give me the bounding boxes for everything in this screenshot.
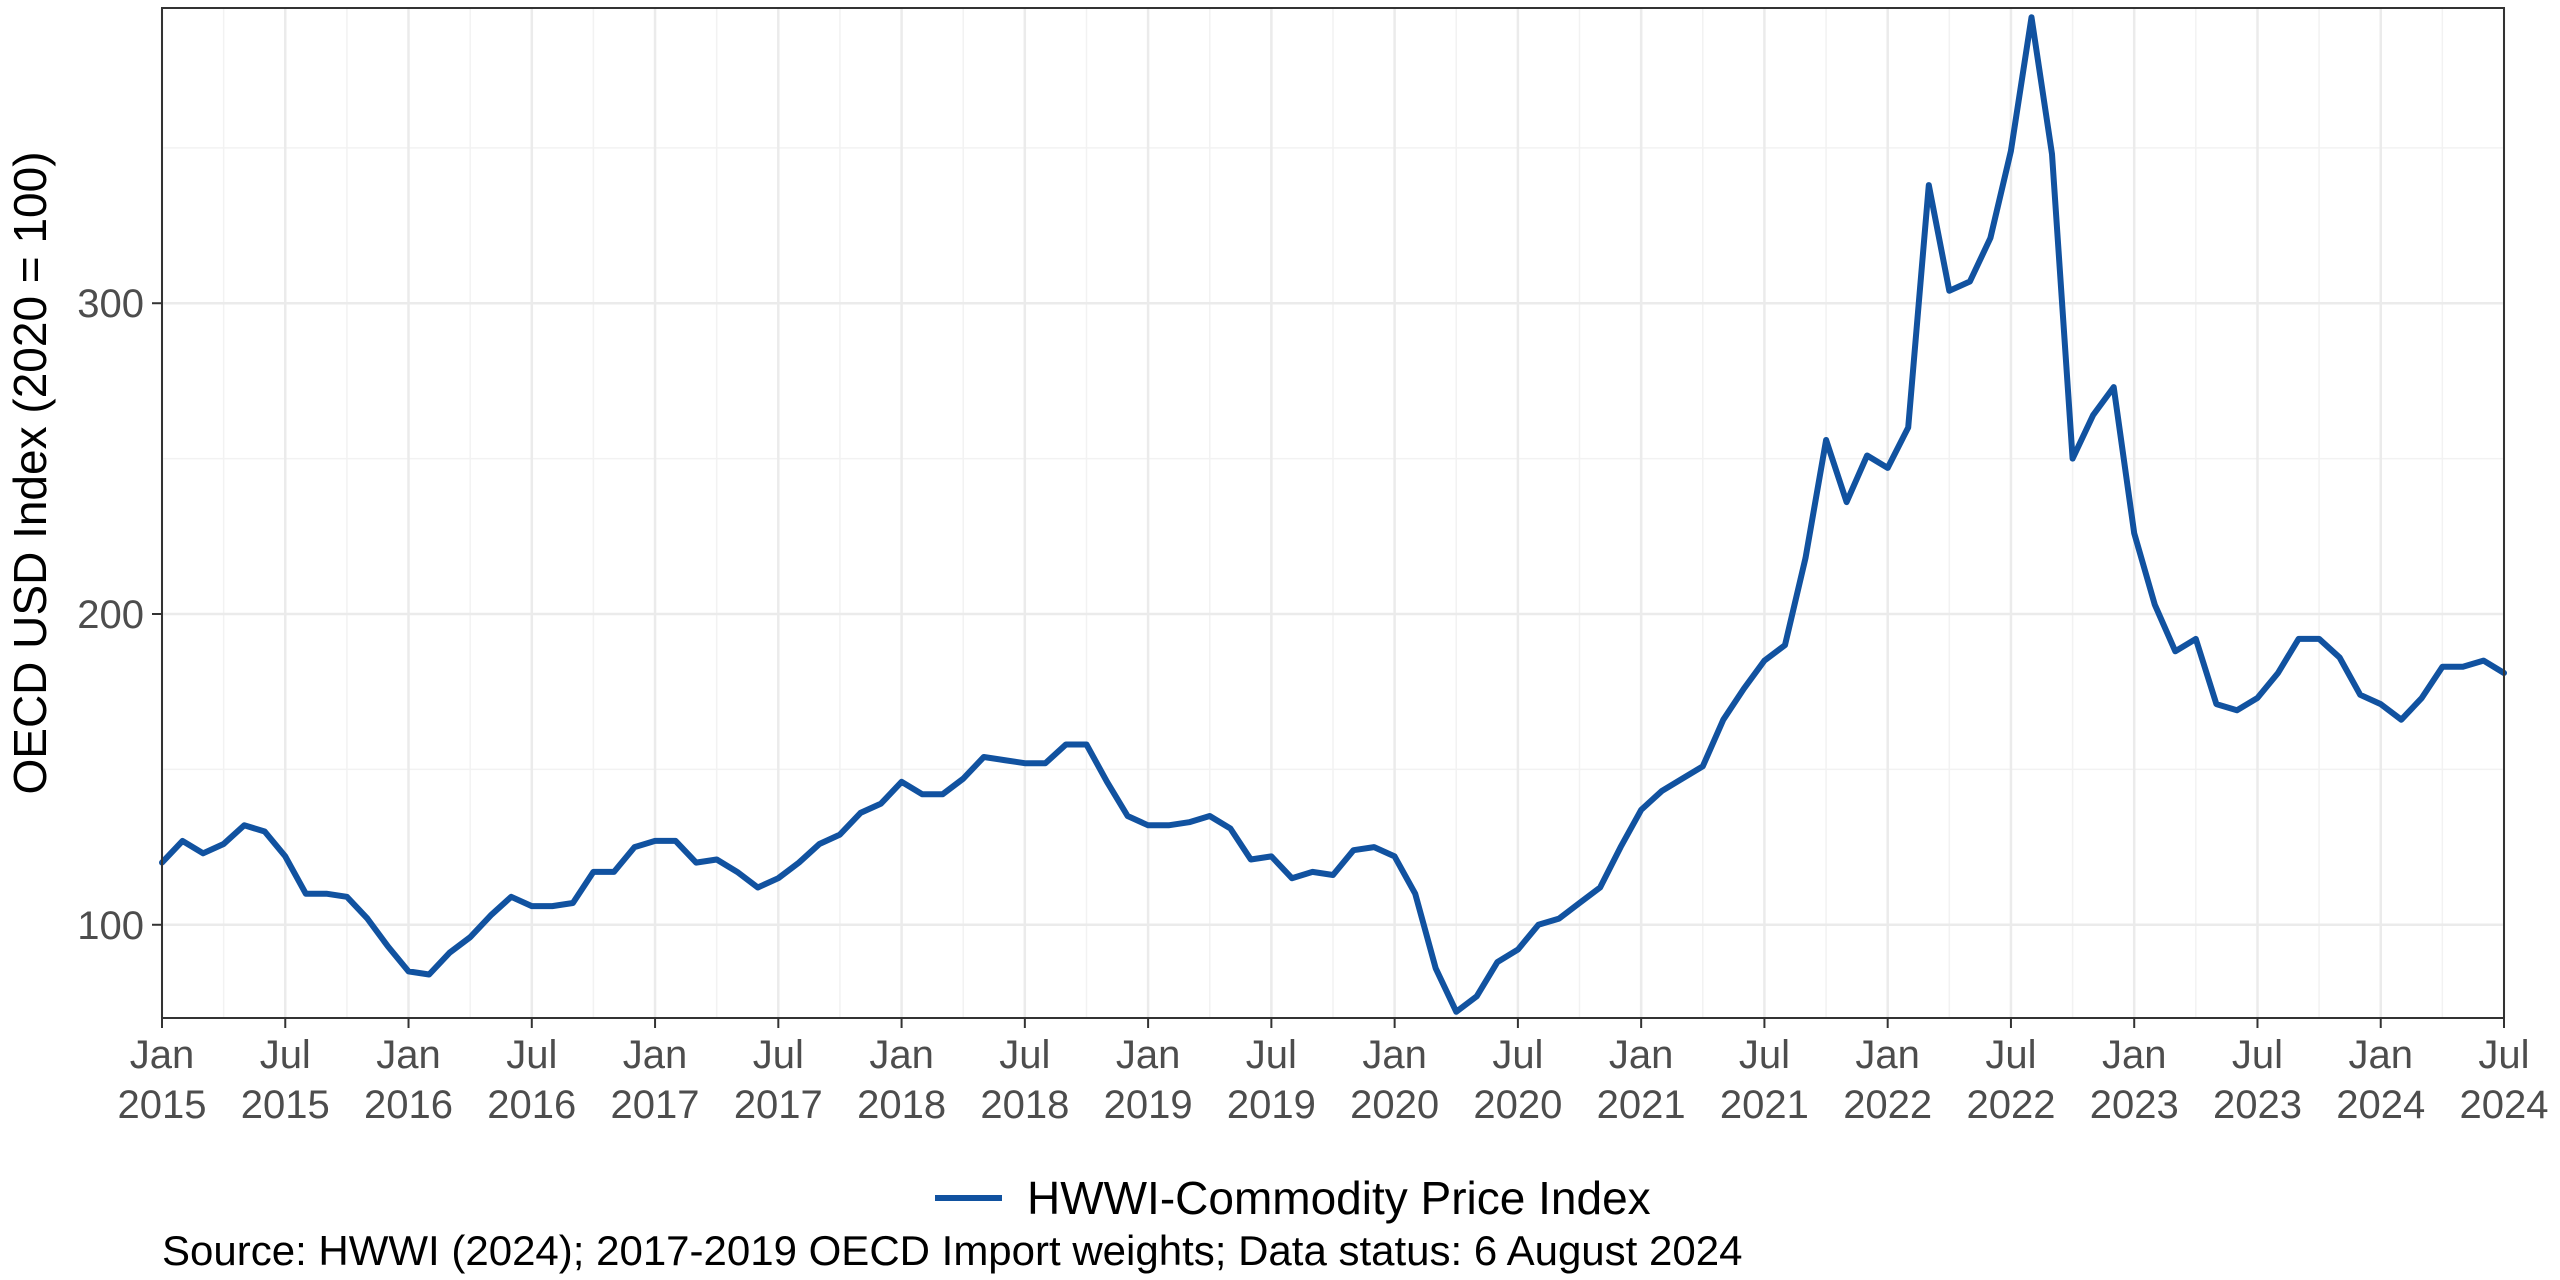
x-tick-label-month: Jul (753, 1033, 804, 1077)
legend-label: HWWI-Commodity Price Index (1027, 1172, 1651, 1224)
y-tick-label: 300 (77, 282, 144, 326)
x-tick-label-year: 2024 (2460, 1083, 2549, 1127)
x-tick-label-month: Jan (376, 1033, 441, 1077)
x-tick-label-month: Jul (1739, 1033, 1790, 1077)
x-tick-label-month: Jan (623, 1033, 688, 1077)
x-tick-label-year: 2017 (611, 1083, 700, 1127)
x-tick-label-month: Jul (1985, 1033, 2036, 1077)
x-tick-label-year: 2022 (1843, 1083, 1932, 1127)
x-tick-label-month: Jan (2102, 1033, 2167, 1077)
x-tick-label-year: 2015 (241, 1083, 330, 1127)
x-tick-label-year: 2019 (1104, 1083, 1193, 1127)
x-tick-label-month: Jul (2478, 1033, 2529, 1077)
x-tick-label-month: Jan (1116, 1033, 1181, 1077)
y-axis: 100 200 300 (77, 282, 162, 948)
y-axis-title: OECD USD Index (2020 = 100) (4, 151, 56, 794)
x-tick-label-month: Jan (869, 1033, 934, 1077)
x-tick-label-month: Jul (999, 1033, 1050, 1077)
legend: HWWI-Commodity Price Index (935, 1172, 1651, 1224)
x-tick-label-year: 2017 (734, 1083, 823, 1127)
x-tick-label-month: Jan (130, 1033, 195, 1077)
gridlines (160, 8, 2506, 1018)
x-tick-label-month: Jan (1855, 1033, 1920, 1077)
x-tick-label-year: 2019 (1227, 1083, 1316, 1127)
x-tick-label-month: Jul (1492, 1033, 1543, 1077)
x-tick-label-year: 2021 (1597, 1083, 1686, 1127)
x-axis: Jan 2015 Jul 2015 Jan 2016 Jul 2016 Jan 2017 Jul 20… (118, 1018, 2549, 1127)
x-tick-label-month: Jul (2232, 1033, 2283, 1077)
x-tick-label-month: Jul (1246, 1033, 1297, 1077)
x-tick-label-month: Jan (2348, 1033, 2413, 1077)
x-tick-label-year: 2020 (1473, 1083, 1562, 1127)
x-tick-label-year: 2021 (1720, 1083, 1809, 1127)
x-tick-label-year: 2018 (857, 1083, 946, 1127)
x-tick-label-year: 2023 (2090, 1083, 2179, 1127)
x-tick-label-year: 2020 (1350, 1083, 1439, 1127)
series-layer (159, 14, 2507, 1015)
x-tick-label-month: Jan (1609, 1033, 1674, 1077)
x-tick-label-year: 2023 (2213, 1083, 2302, 1127)
x-tick-label-year: 2015 (118, 1083, 207, 1127)
series-line-commodity-index (159, 14, 2507, 1015)
source-caption: Source: HWWI (2024); 2017-2019 OECD Impo… (162, 1227, 1742, 1274)
x-tick-label-year: 2022 (1966, 1083, 2055, 1127)
x-tick-label-month: Jul (260, 1033, 311, 1077)
x-tick-label-month: Jan (1362, 1033, 1427, 1077)
y-tick-label: 100 (77, 904, 144, 948)
x-tick-label-year: 2018 (980, 1083, 1069, 1127)
y-tick-label: 200 (77, 593, 144, 637)
x-tick-label-year: 2024 (2336, 1083, 2425, 1127)
x-tick-label-year: 2016 (364, 1083, 453, 1127)
x-tick-label-month: Jul (506, 1033, 557, 1077)
x-tick-label-year: 2016 (487, 1083, 576, 1127)
panel-border (161, 7, 2505, 1019)
